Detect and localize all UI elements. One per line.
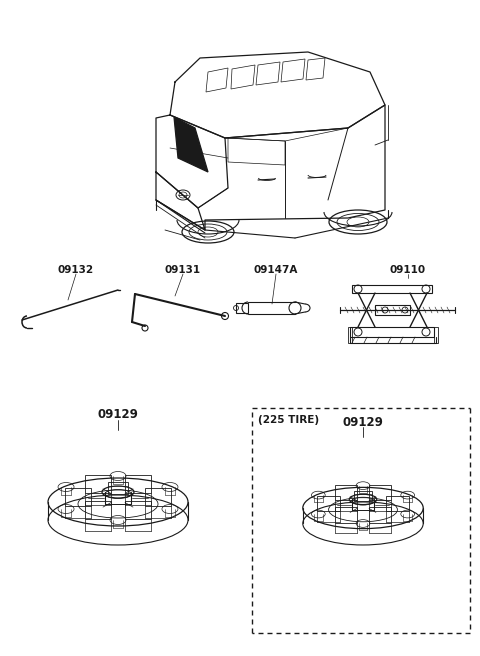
Text: (225 TIRE): (225 TIRE) <box>258 415 319 425</box>
Text: 09110: 09110 <box>390 265 426 275</box>
Text: 09129: 09129 <box>97 409 138 422</box>
Text: 09132: 09132 <box>58 265 94 275</box>
Bar <box>108 482 128 494</box>
Bar <box>375 305 410 315</box>
Bar <box>354 491 372 501</box>
Text: 09129: 09129 <box>343 415 384 428</box>
Text: 09131: 09131 <box>165 265 201 275</box>
Bar <box>236 303 248 313</box>
Text: 09147A: 09147A <box>254 265 298 275</box>
Polygon shape <box>174 117 208 172</box>
